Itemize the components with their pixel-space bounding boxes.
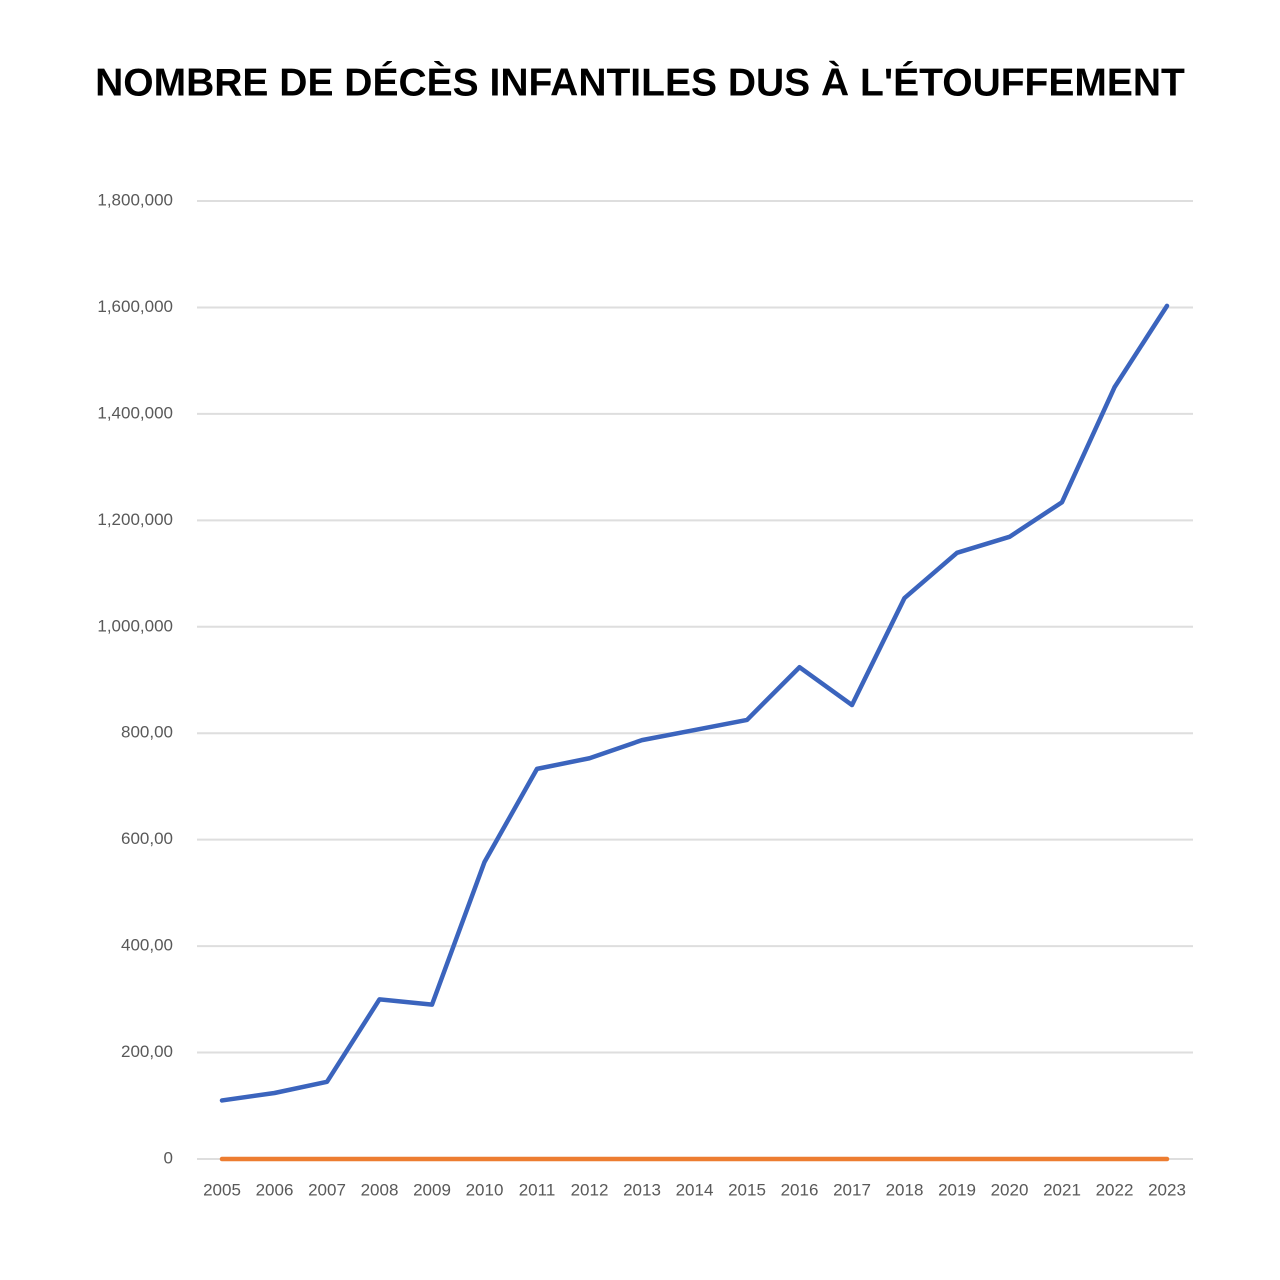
y-tick-label: 600,00: [121, 829, 173, 848]
y-tick-label: 1,000,000: [97, 616, 173, 635]
x-tick-label: 2007: [308, 1180, 346, 1199]
y-tick-label: 1,400,000: [97, 403, 173, 422]
x-tick-label: 2014: [676, 1180, 714, 1199]
x-tick-label: 2022: [1096, 1180, 1134, 1199]
y-tick-label: 1,800,000: [97, 190, 173, 209]
y-tick-label: 1,200,000: [97, 510, 173, 529]
x-tick-label: 2013: [623, 1180, 661, 1199]
x-tick-label: 2018: [886, 1180, 924, 1199]
x-tick-label: 2009: [413, 1180, 451, 1199]
x-tick-label: 2015: [728, 1180, 766, 1199]
chart-title: NOMBRE DE DÉCÈS INFANTILES DUS À L'ÉTOUF…: [95, 60, 1185, 104]
x-tick-label: 2008: [361, 1180, 399, 1199]
x-tick-label: 2005: [203, 1180, 241, 1199]
y-tick-label: 400,00: [121, 936, 173, 955]
x-tick-label: 2016: [781, 1180, 819, 1199]
line-series: [219, 303, 1170, 1103]
y-tick-label: 0: [164, 1148, 173, 1167]
y-tick-label: 200,00: [121, 1042, 173, 1061]
x-tick-label: 2020: [991, 1180, 1029, 1199]
x-tick-label: 2021: [1043, 1180, 1081, 1199]
x-tick-label: 2019: [938, 1180, 976, 1199]
y-tick-label: 1,600,000: [97, 297, 173, 316]
x-tick-label: 2011: [519, 1180, 556, 1199]
x-tick-label: 2010: [466, 1180, 504, 1199]
y-tick-label: 800,00: [121, 723, 173, 742]
x-tick-label: 2017: [833, 1180, 871, 1199]
x-tick-label: 2023: [1148, 1180, 1186, 1199]
x-tick-label: 2012: [571, 1180, 609, 1199]
x-tick-label: 2006: [256, 1180, 294, 1199]
